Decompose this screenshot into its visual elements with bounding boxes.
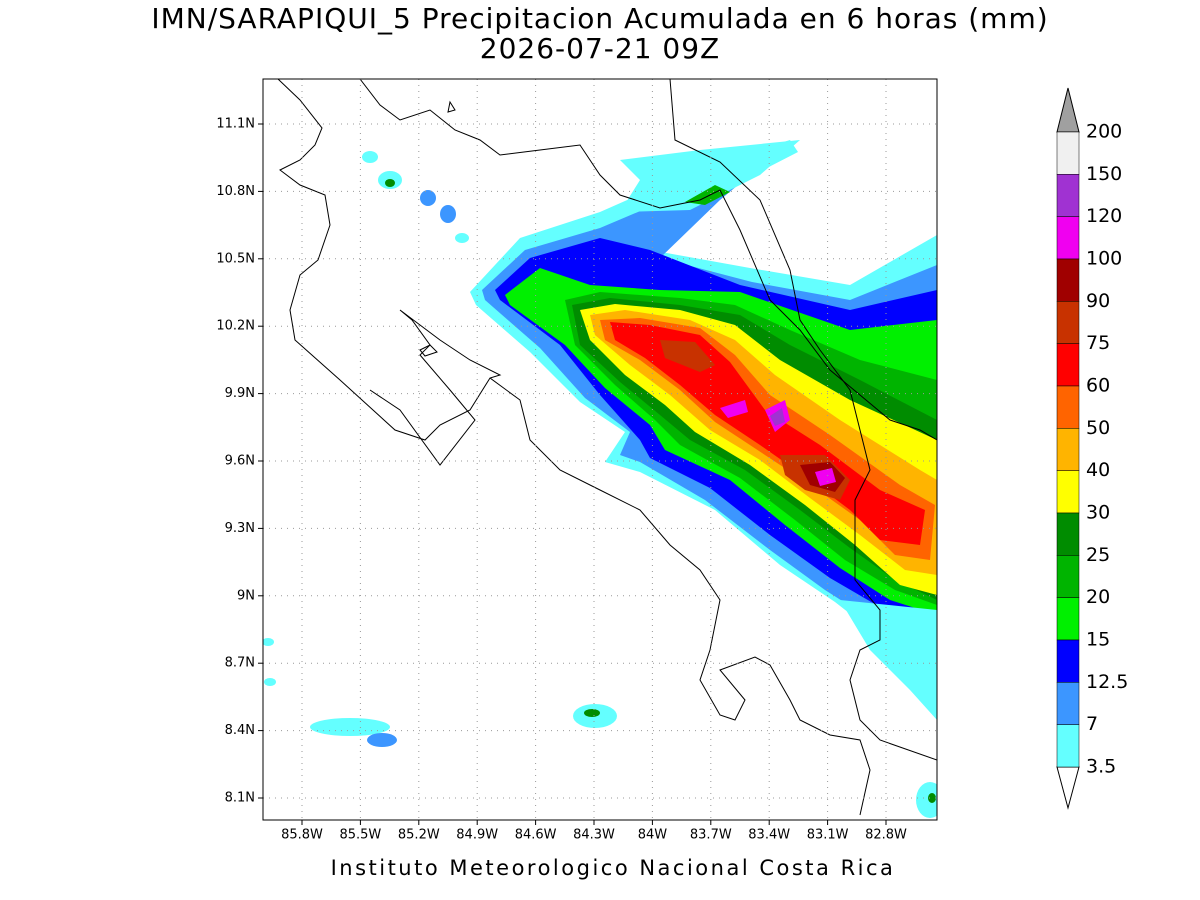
colorbar-box: [1056, 428, 1080, 471]
graticule: 11.1N 10.8N 10.5N 10.2N 9.9N 9.6N 9.3N 9N 8.7N 8.…: [216, 79, 937, 843]
colorbar-label: 15: [1086, 629, 1110, 651]
lon-label: 85.8W: [281, 828, 323, 843]
colorbar-box: [1056, 385, 1080, 429]
colorbar-box: [1056, 597, 1080, 641]
footer: Instituto Meteorologico Nacional Costa R…: [331, 856, 896, 880]
map-frame: [262, 78, 938, 821]
colorbar-box: [1056, 512, 1080, 556]
lon-label: 84.3W: [573, 828, 615, 843]
colorbar-label: 50: [1086, 417, 1110, 439]
lon-label: 82.8W: [865, 828, 907, 843]
colorbar-box: [1056, 724, 1080, 768]
colorbar-box: [1056, 301, 1080, 344]
lon-label: 84.6W: [515, 828, 557, 843]
colorbar-label: 120: [1086, 205, 1122, 227]
colorbar-label: 3.5: [1086, 756, 1116, 778]
lat-label: 10.2N: [216, 319, 255, 334]
lon-label: 85.2W: [398, 828, 440, 843]
lat-label: 9.3N: [225, 521, 255, 536]
lat-label: 8.7N: [225, 656, 255, 671]
colorbar-box: [1056, 131, 1080, 175]
lat-label: 10.5N: [216, 251, 255, 266]
colorbar-box: [1056, 216, 1080, 260]
colorbar-label: 90: [1086, 290, 1110, 312]
colorbar-box: [1056, 555, 1080, 598]
colorbar-label: 150: [1086, 163, 1122, 185]
title: IMN/SARAPIQUI_5 Precipitacion Acumulada …: [151, 2, 1048, 35]
lon-label: 84W: [638, 828, 668, 843]
colorbar-label: 100: [1086, 248, 1122, 270]
colorbar-label: 20: [1086, 586, 1110, 608]
colorbar: 200 150 120 100 90 75 60 50 40 30 25 20 15 12.5 7 3.5: [1056, 87, 1128, 810]
lat-label: 9.6N: [225, 454, 255, 469]
colorbar-label: 25: [1086, 544, 1110, 566]
colorbar-top-arrow: [1056, 87, 1080, 133]
colorbar-label: 12.5: [1086, 671, 1128, 693]
lon-label: 85.5W: [339, 828, 381, 843]
colorbar-bottom-arrow: [1056, 766, 1080, 810]
colorbar-label: 30: [1086, 502, 1110, 524]
lon-label: 84.9W: [456, 828, 498, 843]
precip-field: [263, 79, 937, 818]
lon-label: 83.1W: [807, 828, 849, 843]
lat-label: 11.1N: [216, 117, 255, 132]
colorbar-box: [1056, 174, 1080, 217]
lon-label: 83.7W: [690, 828, 732, 843]
lon-label: 83.4W: [748, 828, 790, 843]
lat-label: 9.9N: [225, 386, 255, 401]
colorbar-box: [1056, 682, 1080, 725]
colorbar-label: 7: [1086, 713, 1098, 735]
lat-label: 8.4N: [225, 723, 255, 738]
colorbar-label: 60: [1086, 375, 1110, 397]
subtitle: 2026-07-21 09Z: [480, 32, 720, 65]
colorbar-label: 75: [1086, 332, 1110, 354]
colorbar-label: 40: [1086, 459, 1110, 481]
colorbar-box: [1056, 258, 1080, 302]
lat-label: 8.1N: [225, 791, 255, 806]
colorbar-label: 200: [1086, 121, 1122, 143]
colorbar-box: [1056, 470, 1080, 514]
lat-label: 10.8N: [216, 184, 255, 199]
colorbar-box: [1056, 343, 1080, 387]
colorbar-box: [1056, 639, 1080, 683]
lat-label: 9N: [237, 588, 255, 603]
